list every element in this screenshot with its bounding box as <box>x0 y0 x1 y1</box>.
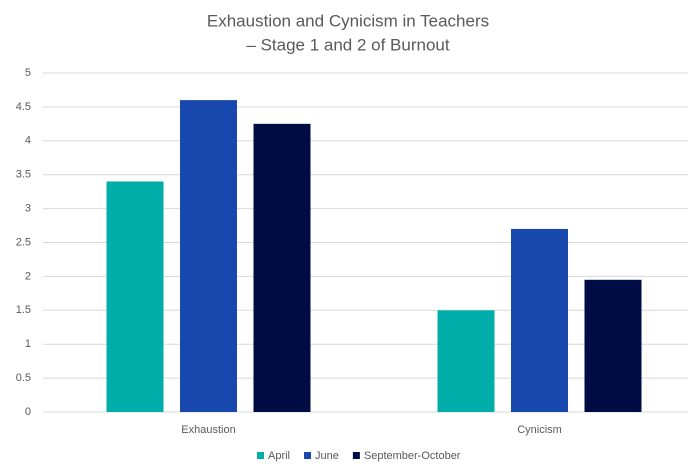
y-tick-label: 0 <box>25 406 31 418</box>
y-tick-label: 0.5 <box>16 372 31 384</box>
legend-label: April <box>268 450 290 462</box>
y-tick-label: 1.5 <box>16 304 31 316</box>
y-tick-label: 2.5 <box>16 236 31 248</box>
y-tick-label: 3 <box>25 203 31 215</box>
y-tick-label: 4 <box>25 135 31 147</box>
y-tick-label: 2 <box>25 270 31 282</box>
x-tick-label: Exhaustion <box>181 424 235 436</box>
bar <box>584 279 642 412</box>
bar <box>106 181 164 412</box>
legend-label: June <box>315 450 339 462</box>
y-tick-label: 3.5 <box>16 169 31 181</box>
y-tick-label: 4.5 <box>16 101 31 113</box>
legend-label: September-October <box>364 450 461 462</box>
legend-swatch <box>304 452 312 459</box>
bar <box>437 310 495 412</box>
bar <box>253 123 311 412</box>
y-tick-label: 1 <box>25 338 31 350</box>
y-tick-label: 5 <box>25 67 31 79</box>
bar <box>511 228 568 412</box>
chart-subtitle: – Stage 1 and 2 of Burnout <box>246 35 449 54</box>
bar <box>180 100 237 413</box>
chart-title: Exhaustion and Cynicism in Teachers <box>207 11 489 30</box>
legend-swatch <box>257 452 264 459</box>
x-tick-label: Cynicism <box>517 424 562 436</box>
legend-swatch <box>352 452 360 459</box>
